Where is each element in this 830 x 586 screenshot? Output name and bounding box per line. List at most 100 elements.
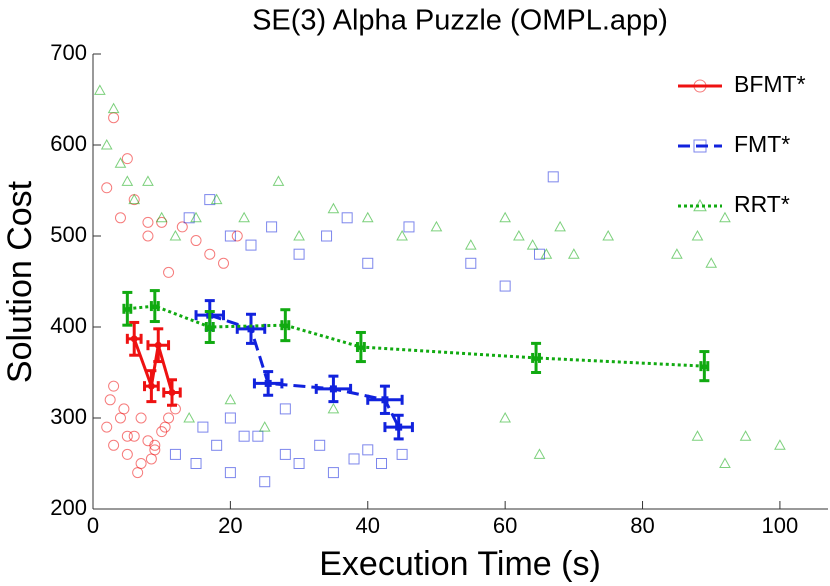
sample-point [293,229,305,241]
mean-point [205,322,214,330]
sample-point [224,393,237,405]
y-axis-label: Solution Cost [1,180,39,383]
sample-point [602,229,615,241]
sample-point [108,439,120,451]
x-tick-label: 100 [762,513,799,538]
sample-point [128,430,140,442]
mean-point [357,342,365,350]
sample-point [279,403,291,415]
sample-point [149,439,161,451]
sample-point [121,430,133,442]
sample-point [169,448,181,460]
sample-point [145,453,157,465]
sample-point [252,430,264,442]
sample-point [114,157,127,168]
sample-point [774,439,786,450]
sample-point [224,230,236,242]
mean-point [395,423,403,431]
sample-point [142,216,154,228]
sample-point [691,430,704,441]
sample-point [121,153,133,165]
sample-point [719,211,731,223]
sample-point [376,458,388,469]
sample-point [533,248,545,260]
y-tick-label: 600 [50,131,87,156]
sample-point [224,467,236,479]
x-tick-label: 60 [493,513,517,538]
x-tick-label: 0 [87,513,99,538]
sample-point [159,421,171,433]
sample-point [533,448,546,459]
sample-point [362,257,374,269]
sample-point [547,171,559,183]
sample-point [183,212,195,224]
sample-point [118,403,130,415]
sample-point [739,430,752,441]
y-tick-label: 700 [50,40,87,65]
sample-point [101,421,113,433]
sample-point [266,221,278,233]
sample-point [218,257,230,269]
legend-label: RRT* [734,191,790,217]
sample-point [155,211,168,223]
sample-point [272,175,285,186]
mean-point [281,321,290,329]
y-tick-label: 400 [50,313,87,338]
sample-point [499,411,511,423]
sample-point [396,229,408,241]
mean-point [147,382,155,390]
sample-point [691,229,704,241]
sample-point [190,458,202,469]
legend-marker [693,139,707,153]
sample-point [104,394,116,406]
sample-point [238,211,250,223]
sample-point [293,248,305,260]
sample-point [327,467,339,479]
y-tick-label: 300 [50,404,87,429]
sample-point [499,280,511,292]
sample-point [163,266,175,278]
sample-point [396,448,408,460]
sample-point [314,439,326,451]
sample-point [361,211,374,223]
sample-point [204,248,216,260]
sample-point [190,235,202,247]
sample-point [156,216,168,228]
legend-label: BFMT* [734,71,806,97]
sample-point [163,412,175,424]
sample-point [197,421,209,433]
sample-point [114,212,126,224]
sample-point [245,239,257,251]
sample-point [100,138,113,150]
sample-point [108,112,120,124]
y-tick-label: 200 [50,495,87,520]
sample-point [430,220,443,232]
sample-point [132,467,144,479]
sample-point [121,175,134,186]
mean-point [532,353,540,361]
legend-label: FMT* [734,131,790,157]
sample-point [499,211,511,223]
mean-point [168,389,176,397]
sample-point [204,194,216,206]
sample-point [94,84,106,95]
sample-point [567,248,580,259]
sample-point [169,229,182,241]
sample-point [231,230,243,242]
sample-point [464,239,477,250]
sample-point [128,193,141,205]
y-tick-label: 500 [50,222,87,247]
x-tick-label: 80 [630,513,654,538]
sample-point [101,182,113,194]
sample-point [108,380,120,392]
sample-point [348,453,360,465]
sample-point [258,421,271,432]
sample-point [327,202,340,214]
sample-point [554,220,566,232]
legend-marker [693,198,707,212]
mean-point [381,396,389,404]
x-axis-label: Execution Time (s) [319,545,601,583]
sample-point [705,257,718,268]
sample-point [526,239,539,250]
sample-point [121,448,133,460]
